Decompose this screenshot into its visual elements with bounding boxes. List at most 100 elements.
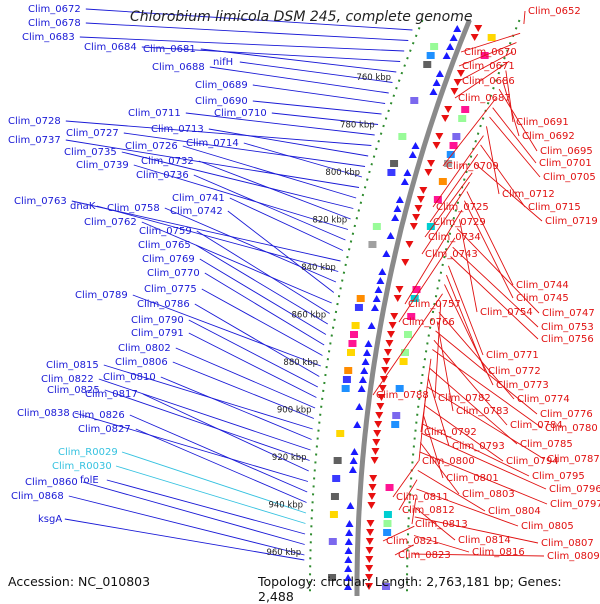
cog-box [410, 97, 419, 104]
gene-label-right: Clim_0754 [480, 307, 533, 318]
leader-line [129, 414, 308, 493]
leader-line [498, 88, 538, 152]
leader-line [227, 210, 335, 293]
gene-label-right: Clim_0805 [521, 521, 574, 532]
forward-gene [360, 367, 369, 374]
leader-line [458, 42, 517, 67]
leader-line [204, 272, 325, 346]
kbp-tick-label: 780 kbp [340, 121, 375, 131]
forward-gene [353, 421, 362, 428]
reverse-gene [367, 493, 376, 500]
leader-line [252, 84, 386, 104]
leader-line [426, 386, 545, 460]
gene-label-right: Clim_0813 [415, 519, 468, 530]
gene-label-left: Clim_0713 [151, 124, 204, 135]
kbp-tick-label: 840 kbp [301, 263, 336, 273]
cog-box [383, 511, 392, 518]
gene-label-right: Clim_0695 [540, 146, 593, 157]
cog-box [458, 115, 467, 122]
leader-line [422, 423, 530, 477]
cog-box [444, 160, 453, 167]
kbp-tick-label: 820 kbp [312, 216, 347, 226]
gene-label-left: Clim_0770 [147, 268, 200, 279]
cog-box [385, 484, 394, 491]
leader-line [209, 66, 389, 94]
reverse-gene [382, 358, 391, 365]
cog-box [461, 106, 470, 113]
reverse-gene [366, 520, 375, 527]
leader-line [413, 535, 470, 553]
gene-label-left: folE [80, 475, 99, 486]
leader-line [414, 516, 539, 544]
gene-label-left: Clim_0763 [14, 196, 67, 207]
cog-box [351, 322, 360, 329]
reverse-gene [444, 106, 453, 113]
gene-label-left: Clim_0672 [28, 4, 81, 15]
gene-label-right: Clim_0800 [422, 456, 475, 467]
forward-gene [395, 196, 404, 203]
gene-label-left: Clim_0791 [131, 328, 184, 339]
leader-line [135, 428, 307, 503]
gene-label-left: Clim_0802 [118, 343, 171, 354]
gene-label-right: Clim_0652 [528, 6, 581, 17]
kbp-tick-label: 880 kbp [283, 358, 318, 368]
leader-line [413, 553, 545, 557]
cog-box [426, 223, 435, 230]
leader-line [414, 507, 456, 541]
reverse-gene [378, 385, 387, 392]
gene-label-right: Clim_0797 [550, 499, 600, 510]
leader-line [64, 518, 305, 561]
reverse-gene [424, 169, 433, 176]
kbp-tick-label: 960 kbp [266, 548, 301, 558]
reverse-gene [365, 583, 374, 590]
leader-line [435, 330, 538, 415]
gene-label-left: Clim_0678 [28, 18, 81, 29]
genome-backbone [354, 19, 472, 596]
leader-line [427, 377, 450, 447]
kbp-tick-label: 900 kbp [277, 406, 312, 416]
cog-box [449, 142, 458, 149]
reverse-gene [375, 412, 384, 419]
cog-box [330, 493, 339, 500]
gene-label-left: Clim_0726 [125, 141, 178, 152]
forward-gene [442, 52, 451, 59]
leader-line [489, 116, 541, 178]
accession-text: Accession: NC_010803 [8, 574, 151, 589]
leader-line [450, 256, 539, 340]
gene-label-right: Clim_0795 [532, 471, 585, 482]
forward-gene [374, 286, 383, 293]
leader-line [243, 142, 363, 178]
gene-label-right: Clim_0801 [446, 473, 499, 484]
leader-line [121, 151, 354, 209]
leader-line [196, 230, 330, 314]
gene-label-right: Clim_0692 [522, 131, 575, 142]
gene-label-left: Clim_0735 [64, 147, 117, 158]
reverse-gene [365, 556, 374, 563]
reverse-gene [374, 421, 383, 428]
forward-gene [400, 178, 409, 185]
forward-gene [349, 457, 358, 464]
leader-line [188, 319, 319, 388]
gene-label-left: Clim_0688 [152, 62, 205, 73]
reverse-gene [405, 241, 414, 248]
leader-line [417, 470, 486, 512]
forward-gene [446, 43, 455, 50]
gene-label-left: Clim_0732 [141, 156, 194, 167]
gene-label-right: Clim_0773 [496, 380, 549, 391]
forward-gene [432, 79, 441, 86]
kbp-tick-label: 940 kbp [268, 501, 303, 511]
reverse-gene [387, 331, 396, 338]
gene-label-left: ksgA [38, 514, 62, 525]
gene-label-right: Clim_0709 [446, 161, 499, 172]
leader-line [65, 120, 372, 146]
reverse-gene [435, 133, 444, 140]
cog-box [430, 43, 439, 50]
gene-label-right: Clim_0734 [428, 232, 481, 243]
gene-label-left: Clim_0860 [25, 477, 78, 488]
leader-line [85, 22, 409, 41]
cog-box [412, 286, 421, 293]
cog-box [446, 151, 455, 158]
reverse-gene [441, 115, 450, 122]
forward-gene [411, 142, 420, 149]
forward-gene [345, 520, 354, 527]
